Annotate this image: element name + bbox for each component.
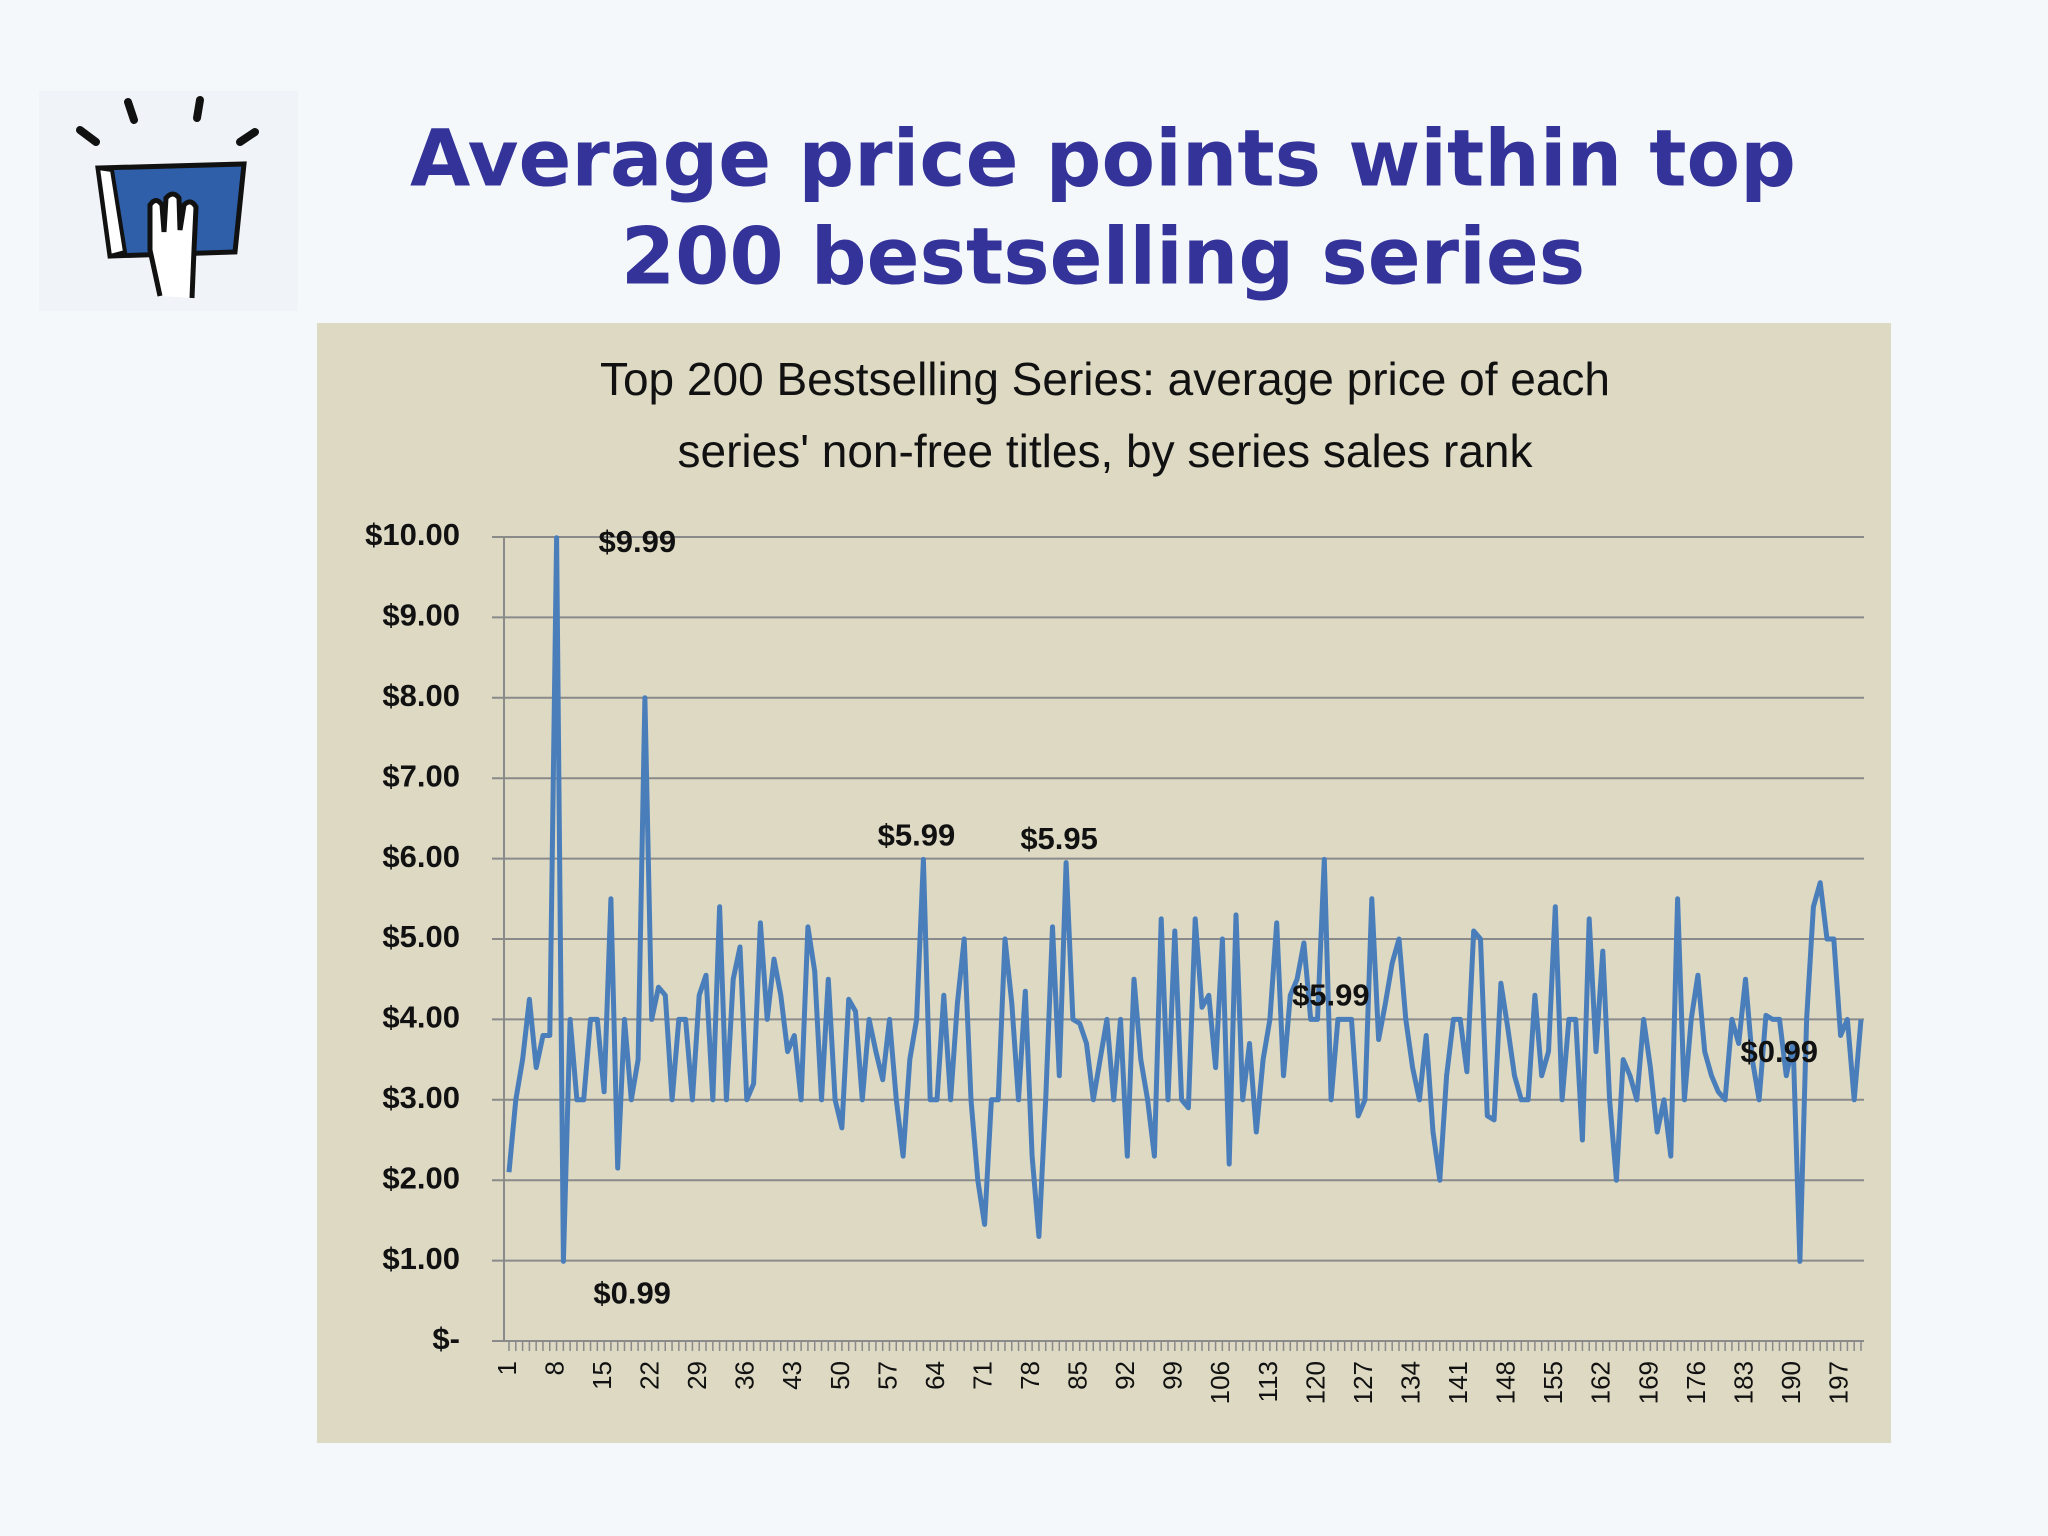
x-tick-label: 183 [1728,1361,1758,1404]
data-label: $9.99 [599,524,677,559]
data-label: $0.99 [1740,1034,1818,1069]
y-tick-label: $3.00 [382,1080,460,1115]
y-tick-label: $10.00 [365,517,460,552]
x-tick-label: 176 [1681,1361,1711,1404]
y-tick-label: $2.00 [382,1160,460,1195]
x-tick-label: 113 [1253,1361,1283,1402]
y-tick-label: $8.00 [382,678,460,713]
data-label: $5.99 [878,818,956,853]
y-tick-label: $7.00 [382,758,460,793]
price-line [506,535,1864,1264]
y-tick-label: $4.00 [382,1000,460,1035]
x-tick-label: 29 [682,1361,712,1390]
x-tick-label: 197 [1823,1361,1853,1404]
y-tick-label: $9.00 [382,598,460,633]
x-tick-label: 1 [492,1361,522,1375]
y-tick-label: $5.00 [382,919,460,954]
data-label: $0.99 [593,1276,671,1311]
x-tick-label: 43 [777,1361,807,1390]
x-tick-label: 57 [872,1361,902,1390]
y-tick-label: $6.00 [382,839,460,874]
x-tick-label: 127 [1348,1361,1378,1404]
data-label: $5.95 [1020,821,1098,856]
x-tick-label: 22 [635,1361,665,1390]
book-icon [39,91,298,311]
x-tick-label: 155 [1538,1361,1568,1404]
x-tick-label: 141 [1443,1361,1473,1404]
x-tick-label: 78 [1015,1361,1045,1390]
data-label: $5.99 [1292,978,1370,1013]
x-tick-label: 15 [587,1361,617,1390]
slide-heading: 200 bestselling series [621,212,1585,302]
x-tick-label: 8 [539,1361,569,1375]
x-tick-label: 148 [1491,1361,1521,1404]
x-tick-label: 106 [1205,1361,1235,1404]
slide-heading: Average price points within top [410,114,1796,204]
chart-title: Top 200 Bestselling Series: average pric… [600,353,1610,405]
x-tick-label: 162 [1586,1361,1616,1404]
chart-title: series' non-free titles, by series sales… [677,425,1533,477]
x-tick-label: 36 [730,1361,760,1390]
x-tick-label: 92 [1110,1361,1140,1390]
x-tick-label: 85 [1063,1361,1093,1390]
y-tick-label: $1.00 [382,1241,460,1276]
x-tick-label: 64 [920,1361,950,1390]
x-tick-label: 50 [825,1361,855,1390]
chart-panel [317,323,1891,1443]
x-tick-label: 190 [1776,1361,1806,1404]
x-tick-label: 120 [1300,1361,1330,1404]
x-tick-label: 169 [1633,1361,1663,1404]
y-tick-label: $- [432,1321,460,1356]
x-tick-label: 99 [1158,1361,1188,1390]
x-tick-label: 134 [1395,1361,1425,1404]
x-tick-label: 71 [967,1361,997,1390]
